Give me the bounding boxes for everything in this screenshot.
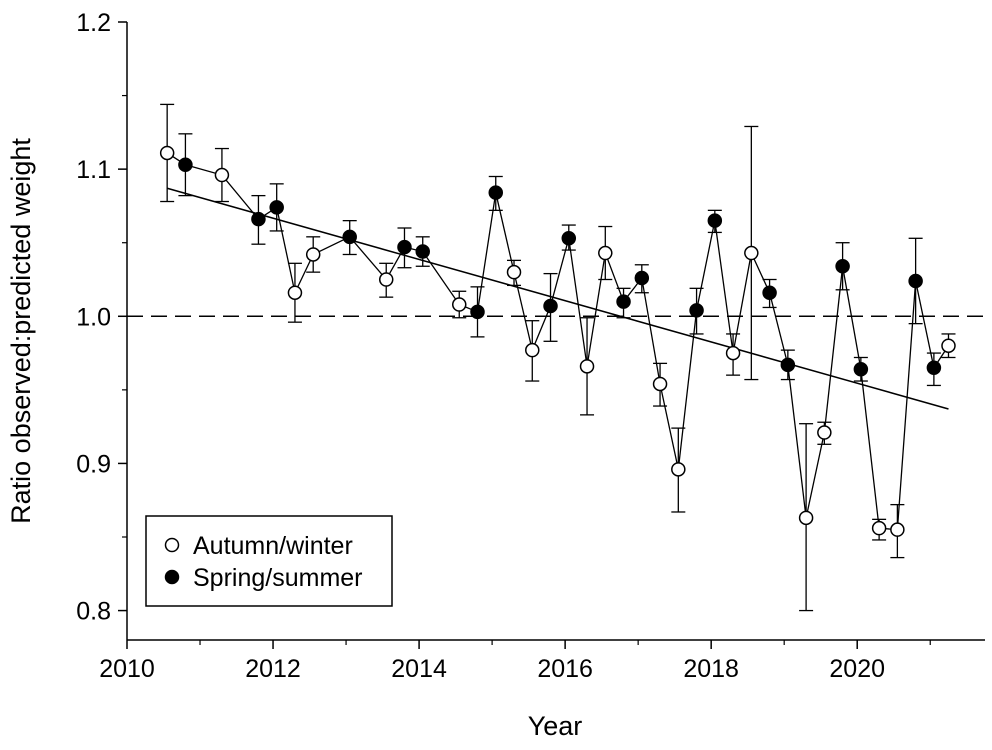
data-point-autumn-winter bbox=[579, 359, 595, 374]
data-point-spring-summer bbox=[415, 244, 430, 259]
legend-label-spring-summer: Spring/summer bbox=[193, 564, 363, 592]
legend: Autumn/winter Spring/summer bbox=[145, 515, 393, 607]
data-point-spring-summer bbox=[543, 298, 558, 314]
data-point-spring-summer bbox=[342, 229, 357, 245]
data-point-spring-summer bbox=[780, 357, 796, 373]
axis-layer: 0.8 0.9 1.0 1.1 1.2 2010 2012 2014 2016 2018 2020 bbox=[76, 9, 985, 683]
reference-layer bbox=[127, 187, 985, 410]
data-point-spring-summer bbox=[251, 211, 266, 227]
data-point-spring-summer bbox=[397, 239, 412, 255]
data-point-autumn-winter bbox=[725, 345, 741, 361]
data-point-autumn-winter bbox=[214, 167, 230, 183]
y-tick-label: 0.9 bbox=[76, 450, 111, 478]
legend-label-autumn-winter: Autumn/winter bbox=[193, 532, 353, 560]
data-point-spring-summer bbox=[853, 362, 869, 377]
data-point-spring-summer bbox=[178, 157, 193, 172]
data-point-autumn-winter bbox=[798, 510, 814, 526]
y-tick-label: 1.2 bbox=[76, 9, 111, 37]
data-point-autumn-winter bbox=[451, 297, 467, 312]
legend-marker-spring-summer bbox=[164, 569, 180, 585]
data-point-spring-summer bbox=[634, 270, 650, 286]
data-point-spring-summer bbox=[616, 294, 631, 309]
data-point-spring-summer bbox=[488, 185, 504, 200]
x-tick-label: 2010 bbox=[99, 655, 155, 683]
x-tick-label: 2014 bbox=[391, 655, 447, 683]
data-point-autumn-winter bbox=[671, 462, 686, 477]
data-point-spring-summer bbox=[561, 231, 577, 246]
data-point-spring-summer bbox=[269, 200, 284, 215]
x-axis-label: Year bbox=[528, 711, 583, 741]
legend-marker-autumn-winter bbox=[164, 537, 180, 553]
data-point-spring-summer bbox=[926, 360, 942, 376]
data-point-spring-summer bbox=[707, 213, 723, 228]
data-point-spring-summer bbox=[835, 259, 850, 274]
data-point-autumn-winter bbox=[871, 520, 887, 536]
data-point-spring-summer bbox=[689, 303, 704, 318]
data-point-autumn-winter bbox=[287, 285, 303, 300]
data-point-autumn-winter bbox=[506, 264, 522, 280]
x-tick-label: 2020 bbox=[829, 655, 885, 683]
y-tick-label: 0.8 bbox=[76, 598, 111, 626]
data-point-autumn-winter bbox=[652, 376, 668, 392]
data-point-autumn-winter bbox=[941, 338, 956, 353]
data-point-autumn-winter bbox=[305, 247, 321, 262]
x-tick-label: 2016 bbox=[537, 655, 593, 683]
legend-box bbox=[145, 515, 393, 607]
data-point-autumn-winter bbox=[817, 425, 832, 440]
trend-line bbox=[166, 187, 949, 410]
y-axis-label: Ratio observed:predicted weight bbox=[6, 138, 36, 524]
data-point-autumn-winter bbox=[378, 272, 394, 287]
y-tick-label: 1.0 bbox=[76, 303, 111, 331]
data-point-autumn-winter bbox=[744, 245, 759, 261]
x-tick-label: 2018 bbox=[683, 655, 739, 683]
data-point-spring-summer bbox=[908, 273, 923, 289]
data-point-autumn-winter bbox=[525, 342, 540, 358]
data-layer bbox=[159, 103, 956, 612]
data-point-autumn-winter bbox=[890, 522, 905, 537]
x-tick-label: 2012 bbox=[245, 655, 301, 683]
data-point-spring-summer bbox=[762, 285, 777, 300]
connecting-line bbox=[166, 152, 950, 531]
y-tick-label: 1.1 bbox=[76, 156, 111, 184]
data-point-spring-summer bbox=[470, 304, 485, 320]
data-point-autumn-winter bbox=[159, 145, 175, 161]
data-point-autumn-winter bbox=[598, 245, 613, 261]
